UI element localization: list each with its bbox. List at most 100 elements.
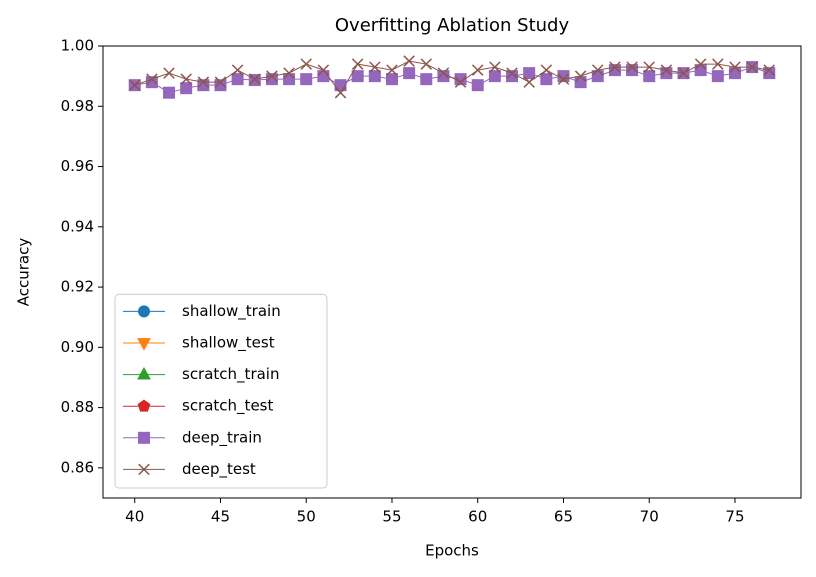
marker — [609, 61, 621, 73]
marker — [574, 70, 587, 82]
marker — [729, 61, 741, 73]
chart-title: Overfitting Ablation Study — [335, 15, 570, 36]
x-tick-label: 45 — [211, 508, 230, 526]
marker — [763, 67, 776, 80]
y-tick-label: 0.88 — [61, 398, 94, 416]
marker — [712, 58, 724, 70]
y-tick-label: 0.96 — [61, 157, 94, 175]
marker — [283, 67, 295, 79]
marker — [471, 64, 484, 76]
legend-label: shallow_train — [182, 302, 281, 321]
x-tick-label: 55 — [382, 508, 401, 526]
y-tick-label: 0.98 — [61, 97, 94, 115]
y-tick-label: 1.00 — [61, 37, 94, 55]
series-line — [134, 66, 770, 94]
legend-label: deep_test — [182, 460, 256, 479]
marker — [660, 64, 673, 76]
marker — [163, 67, 175, 79]
marker — [420, 73, 433, 86]
marker — [540, 64, 553, 76]
marker — [643, 61, 655, 73]
marker — [317, 64, 330, 76]
marker — [214, 76, 227, 88]
x-axis-label: Epochs — [425, 542, 479, 560]
marker — [231, 64, 244, 76]
legend-label: deep_train — [182, 428, 262, 447]
y-tick-label: 0.92 — [61, 278, 94, 296]
marker — [351, 70, 364, 83]
marker — [283, 73, 296, 86]
x-tick-label: 70 — [640, 508, 659, 526]
marker — [643, 70, 656, 83]
x-tick-label: 60 — [468, 508, 487, 526]
marker — [180, 82, 193, 95]
marker — [626, 64, 639, 77]
x-tick-label: 50 — [297, 508, 316, 526]
legend-box — [114, 293, 328, 489]
marker — [385, 73, 398, 86]
marker — [591, 70, 604, 83]
y-tick-label: 0.94 — [61, 217, 94, 235]
marker — [523, 67, 536, 80]
y-tick-label: 0.86 — [61, 458, 94, 476]
marker — [608, 64, 621, 77]
marker — [523, 76, 535, 88]
legend: shallow_train shallow_test scratch_trainsc… — [114, 293, 328, 489]
legend-label: scratch_test — [182, 397, 273, 416]
marker — [694, 58, 707, 70]
marker — [145, 76, 158, 89]
marker — [300, 73, 313, 86]
marker — [746, 61, 758, 73]
marker — [351, 58, 364, 70]
marker — [334, 86, 347, 99]
x-tick-label: 65 — [554, 508, 573, 526]
marker — [197, 79, 210, 92]
marker — [506, 67, 518, 79]
marker — [660, 67, 673, 80]
marker — [180, 73, 192, 85]
marker — [138, 305, 150, 318]
legend-label: scratch_train — [182, 365, 279, 384]
marker — [231, 73, 244, 86]
marker — [197, 76, 210, 88]
y-axis-label: Accuracy — [15, 238, 33, 307]
marker — [265, 73, 278, 86]
marker — [574, 76, 587, 89]
marker — [137, 338, 151, 351]
marker — [592, 64, 604, 76]
marker — [488, 70, 501, 83]
marker — [137, 366, 151, 380]
marker — [489, 61, 501, 73]
marker — [471, 79, 484, 92]
marker — [437, 67, 450, 79]
marker — [728, 67, 741, 80]
marker — [420, 58, 433, 70]
marker — [317, 70, 330, 83]
marker — [368, 70, 381, 83]
x-tick-label: 40 — [125, 508, 144, 526]
marker — [677, 67, 690, 79]
y-tick-label: 0.90 — [61, 338, 94, 356]
marker — [163, 86, 176, 99]
marker — [557, 73, 570, 85]
marker — [626, 61, 638, 73]
plot-frame — [102, 45, 802, 499]
marker — [138, 463, 150, 476]
marker — [300, 58, 312, 70]
marker — [763, 64, 776, 76]
marker — [403, 55, 415, 67]
marker — [128, 79, 141, 91]
marker — [386, 64, 398, 76]
marker — [266, 70, 278, 82]
marker — [249, 73, 261, 85]
series-line — [134, 60, 770, 94]
x-tick-label: 75 — [725, 508, 744, 526]
marker — [403, 67, 416, 80]
legend-label: shallow_test — [182, 334, 275, 353]
marker — [711, 70, 724, 83]
marker — [540, 73, 553, 86]
marker — [146, 73, 158, 85]
marker — [214, 79, 227, 92]
marker — [454, 76, 467, 88]
